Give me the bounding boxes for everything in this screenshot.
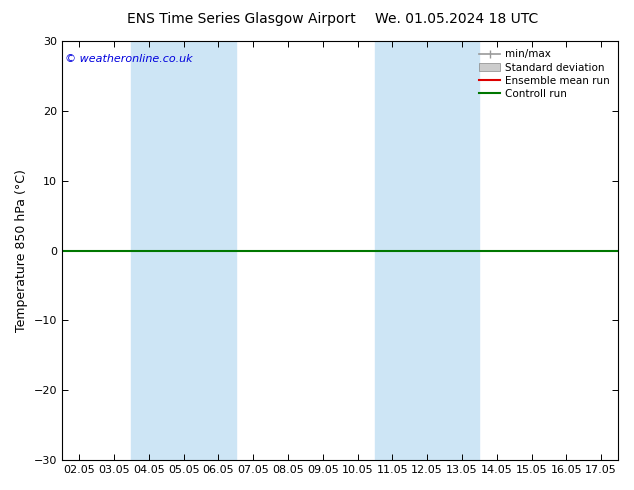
Text: © weatheronline.co.uk: © weatheronline.co.uk	[65, 53, 192, 64]
Legend: min/max, Standard deviation, Ensemble mean run, Controll run: min/max, Standard deviation, Ensemble me…	[476, 46, 613, 102]
Y-axis label: Temperature 850 hPa (°C): Temperature 850 hPa (°C)	[15, 169, 28, 332]
Bar	[375, 41, 479, 460]
Text: We. 01.05.2024 18 UTC: We. 01.05.2024 18 UTC	[375, 12, 538, 26]
Text: ENS Time Series Glasgow Airport: ENS Time Series Glasgow Airport	[127, 12, 355, 26]
Bar	[131, 41, 236, 460]
